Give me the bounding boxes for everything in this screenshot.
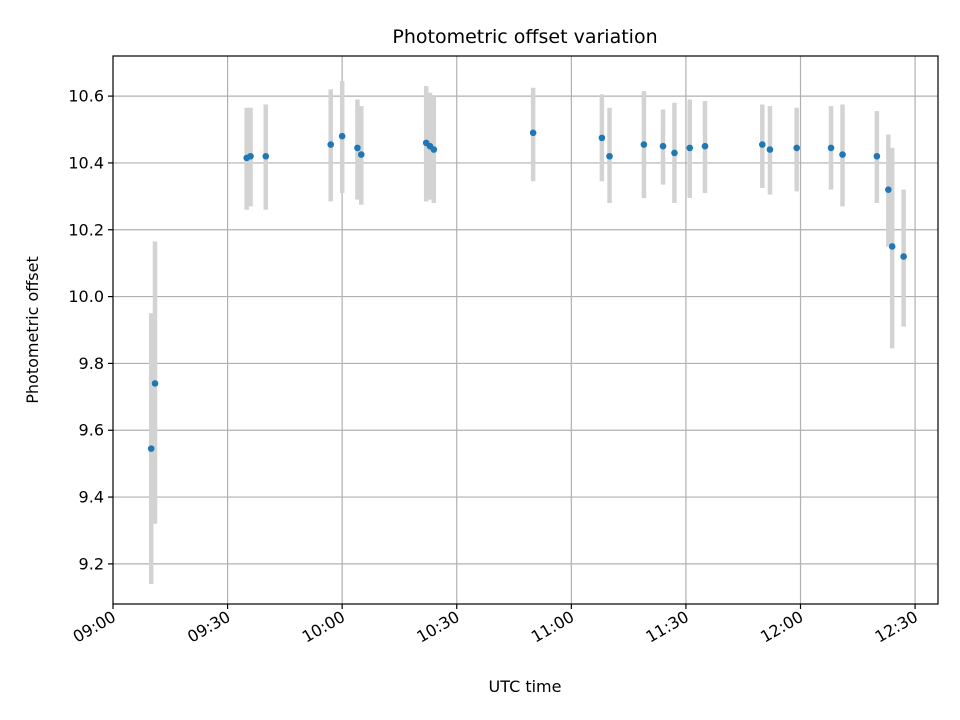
y-tick-label: 10.2 xyxy=(68,220,104,239)
data-point xyxy=(598,134,606,142)
y-axis-title: Photometric offset xyxy=(23,256,42,404)
x-tick-label: 10:30 xyxy=(413,607,462,647)
x-tick-label: 09:30 xyxy=(184,607,233,647)
data-point xyxy=(766,146,774,153)
data-point xyxy=(671,149,678,157)
data-point xyxy=(357,151,365,158)
data-point xyxy=(827,144,835,152)
x-axis: 09:00 09:30 10:00 10:30 11:00 11:30 12:00 12:30 xyxy=(70,604,921,647)
data-point xyxy=(640,141,648,148)
y-grid xyxy=(113,95,938,565)
x-tick-label: 12:30 xyxy=(872,607,921,647)
y-tick-label: 9.4 xyxy=(79,488,104,507)
data-point xyxy=(606,152,613,160)
data-points xyxy=(147,129,907,452)
x-tick-label: 10:00 xyxy=(299,607,348,647)
data-point xyxy=(839,151,846,158)
x-axis-title: UTC time xyxy=(489,677,562,696)
data-point xyxy=(247,152,254,160)
data-point xyxy=(885,186,892,193)
data-point xyxy=(430,146,438,153)
x-tick-label: 12:00 xyxy=(757,607,806,647)
data-point xyxy=(327,141,335,148)
data-point xyxy=(701,142,709,150)
y-tick-label: 9.8 xyxy=(79,354,104,373)
y-axis: 9.2 9.4 9.6 9.8 10.0 10.2 10.4 10.6 xyxy=(68,87,113,573)
plot-frame xyxy=(112,55,939,605)
data-point xyxy=(659,142,667,150)
data-point xyxy=(686,144,694,152)
data-point xyxy=(759,141,766,148)
data-point xyxy=(338,132,346,140)
x-tick-label: 11:30 xyxy=(642,607,691,647)
x-tick-label: 11:00 xyxy=(528,607,577,647)
data-point xyxy=(529,129,537,137)
x-tick-label: 09:00 xyxy=(70,607,119,647)
data-point xyxy=(262,152,270,160)
data-point xyxy=(147,445,155,452)
y-tick-label: 9.2 xyxy=(79,554,104,573)
y-tick-label: 10.6 xyxy=(68,87,104,106)
data-point xyxy=(900,253,907,260)
data-point xyxy=(793,144,800,152)
data-point xyxy=(888,243,896,250)
y-tick-label: 10.0 xyxy=(68,287,104,306)
data-point xyxy=(354,144,361,152)
data-point xyxy=(151,380,159,387)
y-tick-label: 9.6 xyxy=(79,421,104,440)
chart-title: Photometric offset variation xyxy=(392,26,657,48)
data-point xyxy=(873,152,881,160)
y-tick-label: 10.4 xyxy=(68,153,104,172)
